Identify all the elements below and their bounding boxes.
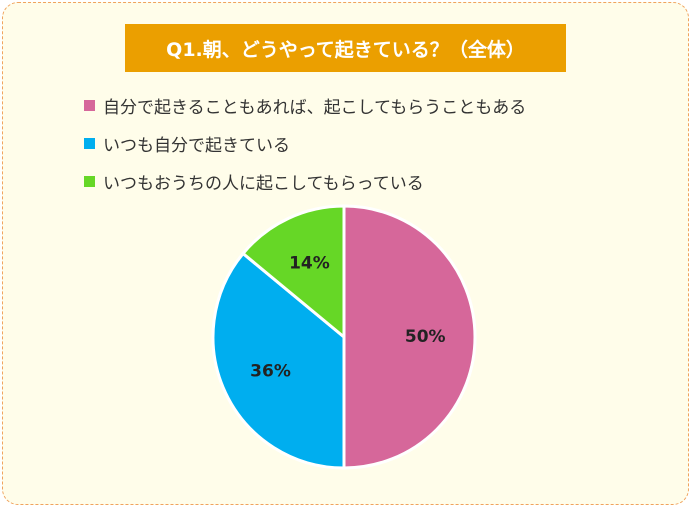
- legend-item-1: いつも自分で起きている: [84, 124, 526, 162]
- chart-title: Q1.朝、どうやって起きている？（全体）: [125, 24, 566, 72]
- legend-label-2: いつもおうちの人に起こしてもらっている: [103, 173, 424, 194]
- pie-slice-0: [342, 204, 477, 470]
- slice-label-1: 36%: [250, 362, 291, 382]
- legend: 自分で起きることもあれば、起こしてもらうこともある いつも自分で起きている いつ…: [84, 86, 526, 200]
- slice-label-0: 50%: [405, 327, 446, 347]
- legend-label-1: いつも自分で起きている: [103, 135, 290, 156]
- legend-swatch-2: [84, 175, 95, 187]
- legend-item-0: 自分で起きることもあれば、起こしてもらうこともある: [84, 86, 526, 124]
- pie-slice-2: [240, 204, 346, 341]
- legend-label-0: 自分で起きることもあれば、起こしてもらうこともある: [103, 97, 527, 118]
- slice-label-2: 14%: [289, 254, 330, 274]
- legend-item-2: いつもおうちの人に起こしてもらっている: [84, 162, 526, 200]
- legend-swatch-1: [84, 137, 95, 149]
- pie-slice-1: [211, 251, 346, 470]
- legend-swatch-0: [84, 99, 95, 111]
